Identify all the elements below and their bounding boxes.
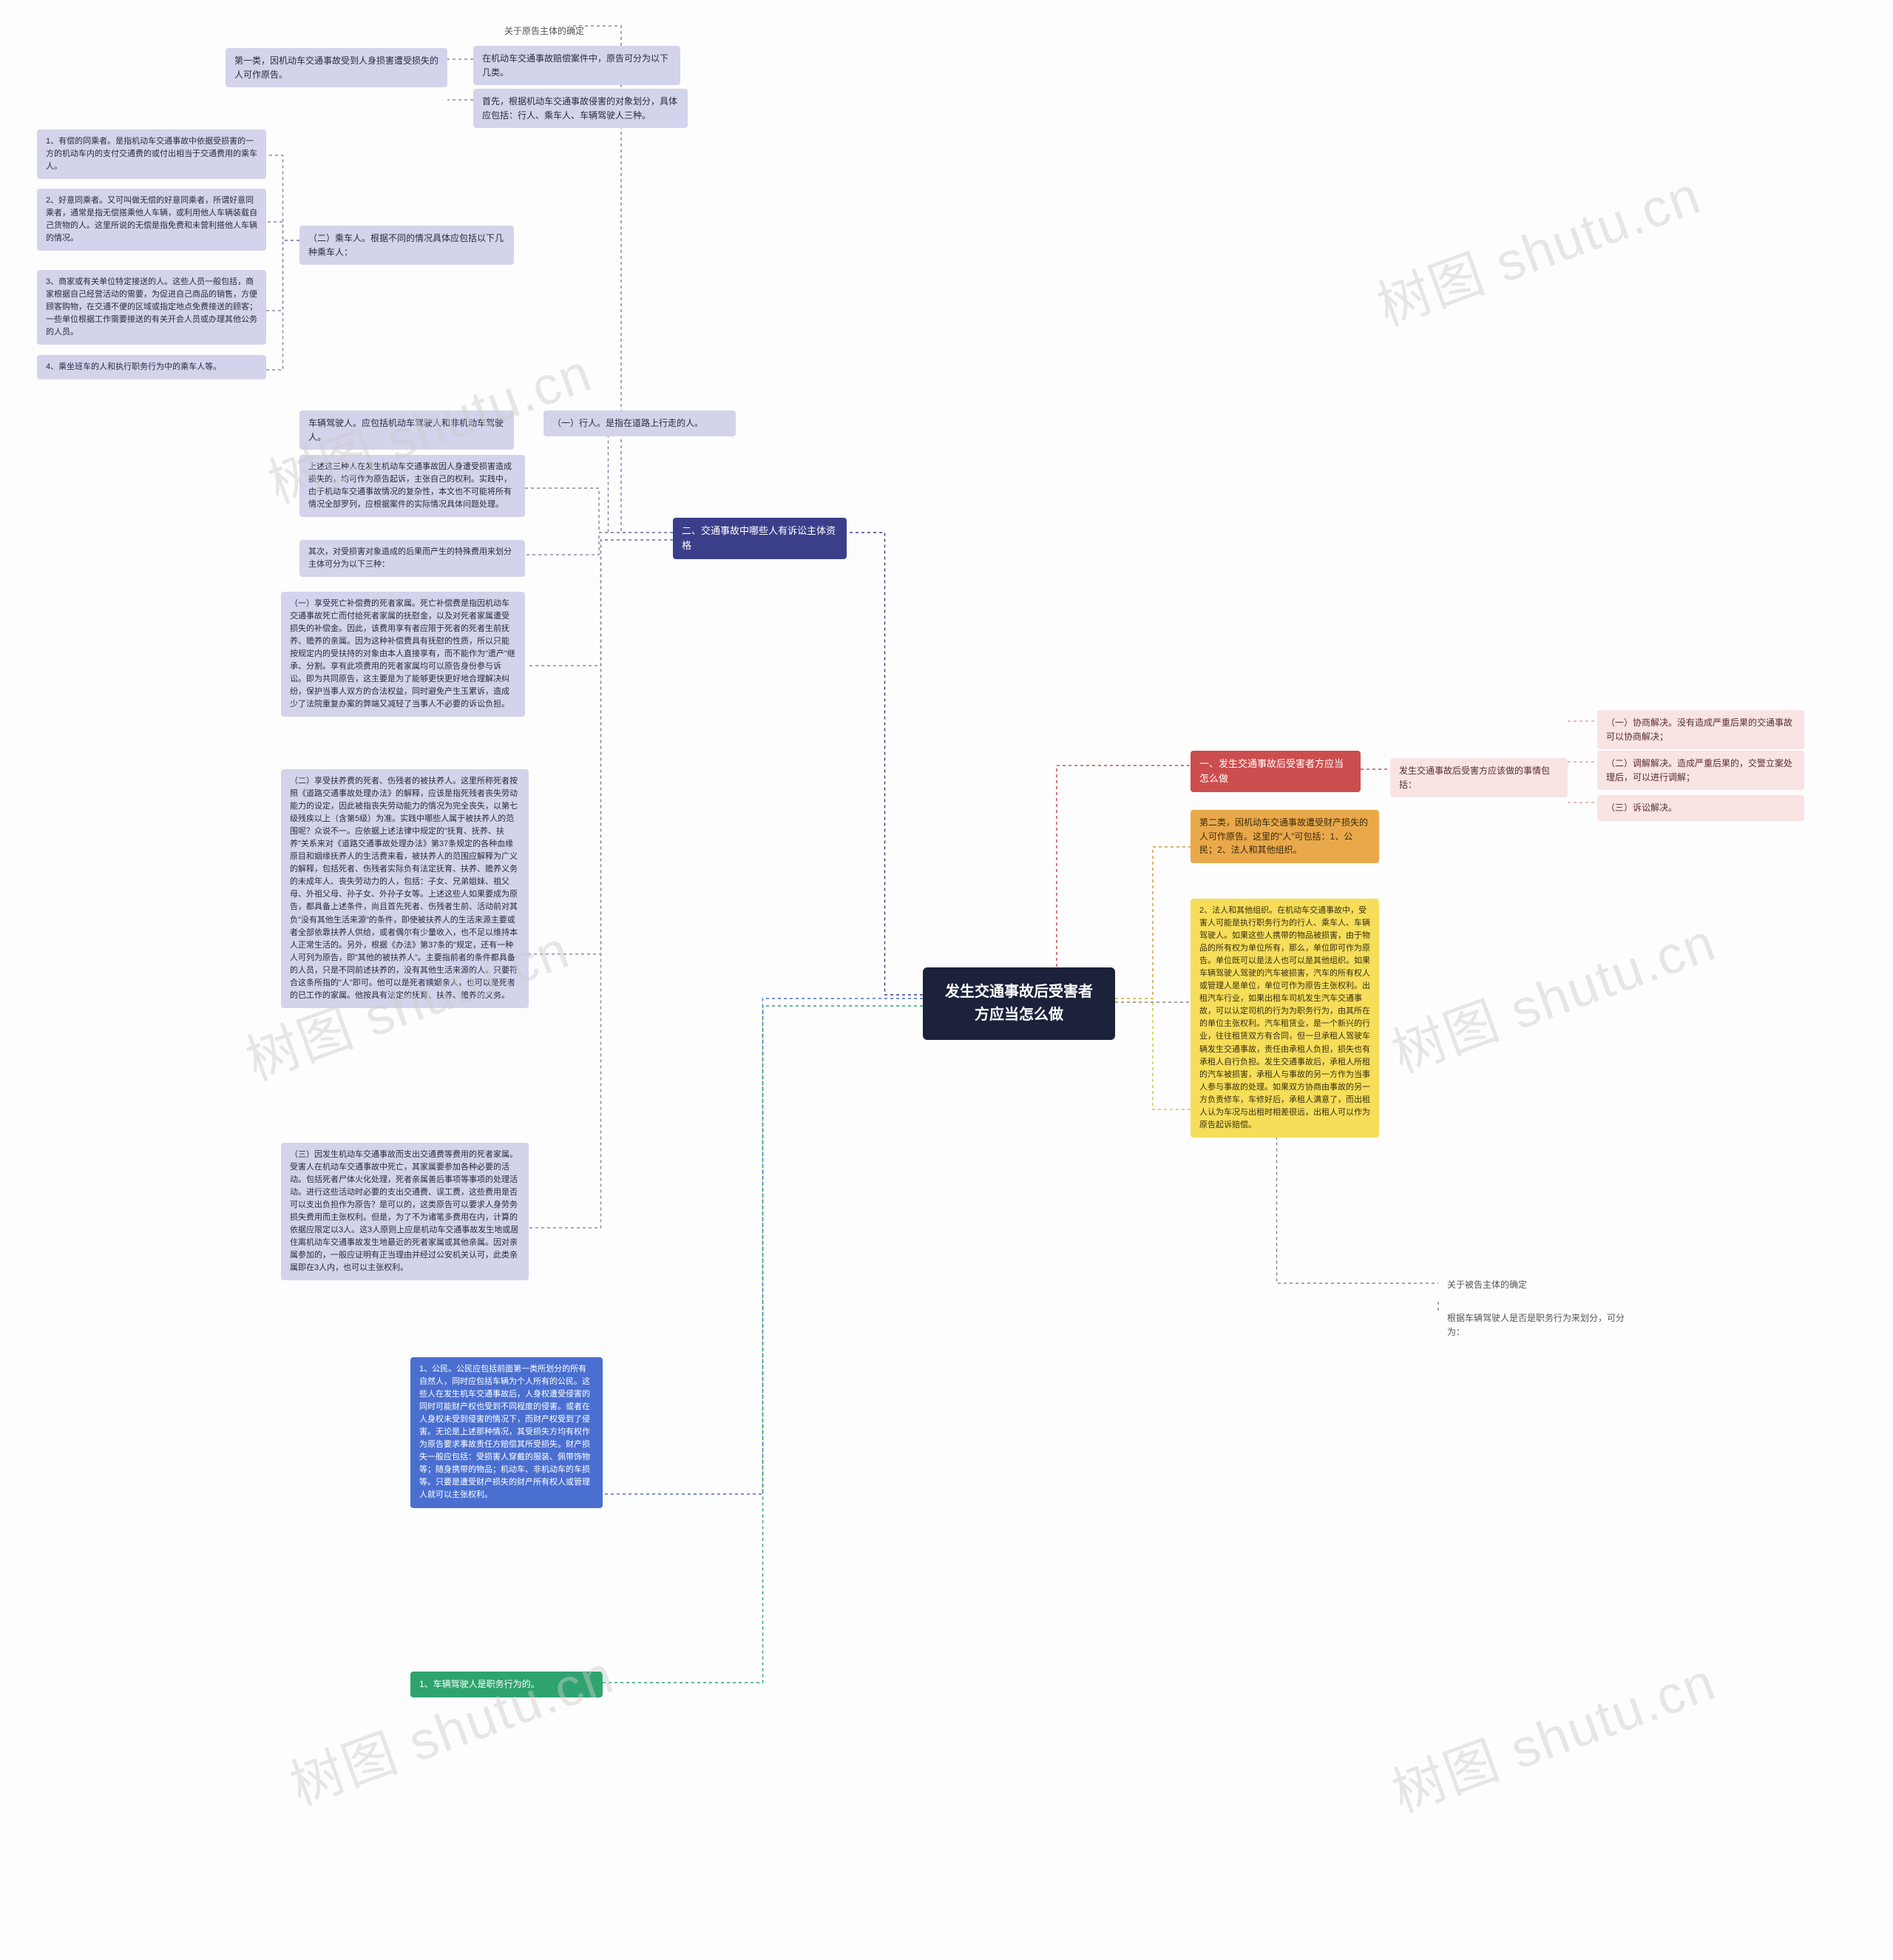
left-green-block: 1、车辆驾驶人是职务行为的。	[410, 1672, 603, 1697]
l1-sib-1: 首先，根据机动车交通事故侵害的对象划分，具体应包括：行人、乘车人、车辆驾驶人三种…	[473, 89, 688, 128]
l2-item-1: 2、好意同乘者。又可叫做无偿的好意同乘者，所谓好意同乘者，通常是指无偿搭乘他人车…	[37, 189, 266, 251]
branch-r1-sub: 发生交通事故后受害方应该做的事情包括：	[1390, 758, 1568, 797]
r1-leaf-1: （二）调解解决。造成严重后果的，交警立案处理后，可以进行调解；	[1597, 751, 1804, 790]
r1-leaf-0: （一）协商解决。没有造成严重后果的交通事故可以协商解决；	[1597, 710, 1804, 749]
watermark-3: 树图 shutu.cn	[1380, 899, 1724, 1087]
watermark-4: 树图 shutu.cn	[278, 1631, 623, 1819]
l4-item-0: 上述这三种人在发生机动车交通事故因人身遭受损害造成损失的，均可作为原告起诉，主张…	[299, 455, 525, 517]
branch-r2: 第二类，因机动车交通事故遭受财产损失的人可作原告。这里的"人"可包括：1、公民；…	[1191, 810, 1379, 863]
r1-leaf-2: （三）诉讼解决。	[1597, 795, 1804, 821]
l3-item-1: （一）行人。是指在道路上行走的人。	[543, 410, 736, 436]
watermark-5: 树图 shutu.cn	[1380, 1638, 1724, 1827]
l1-sib-0: 在机动车交通事故赔偿案件中，原告可分为以下几类。	[473, 46, 680, 85]
l2-item-2: 3、商家或有关单位特定接送的人。这些人员一般包括，商家根据自己经营活动的需要，为…	[37, 270, 266, 345]
branch-r1: 一、发生交通事故后受害者方应当怎么做	[1191, 751, 1361, 792]
branch-r3: 2、法人和其他组织。在机动车交通事故中，受害人可能是执行职务行为的行人、乘车人、…	[1191, 899, 1379, 1138]
l2-item-3: 4、乘坐班车的人和执行职务行为中的乘车人等。	[37, 355, 266, 379]
l3-item-0: 车辆驾驶人。应包括机动车驾驶人和非机动车驾驶人。	[299, 410, 514, 450]
branch-r4-title: 关于被告主体的确定	[1438, 1272, 1586, 1298]
l2-item-0: 1、有偿的同乘者。是指机动车交通事故中依据受损害的一方的机动车内的支付交通费的或…	[37, 129, 266, 179]
watermark-1: 树图 shutu.cn	[1365, 152, 1710, 340]
left-top-plain: 关于原告主体的确定	[495, 18, 643, 44]
branch-navy: 二、交通事故中哪些人有诉讼主体资格	[673, 518, 847, 559]
l4-item-1: 其次，对受损害对象造成的后果而产生的特殊费用来划分主体可分为以下三种：	[299, 540, 525, 577]
big-block-2: （三）因发生机动车交通事故而支出交通费等费用的死者家属。受害人在机动车交通事故中…	[281, 1143, 529, 1280]
left-l2-header: （二）乘车人。根据不同的情况具体应包括以下几种乘车人：	[299, 226, 514, 265]
root-node: 发生交通事故后受害者方应当怎么做	[923, 967, 1115, 1040]
left-l1: 第一类，因机动车交通事故受到人身损害遭受损失的人可作原告。	[226, 48, 447, 87]
left-blue-block: 1、公民。公民应包括前面第一类所划分的所有自然人，同时应包括车辆为个人所有的公民…	[410, 1357, 603, 1508]
branch-r4-sub: 根据车辆驾驶人是否是职务行为来划分，可分为：	[1438, 1305, 1645, 1345]
big-block-1: （二）享受扶养费的死者、伤残者的被扶养人。这里所称死者按照《道路交通事故处理办法…	[281, 769, 529, 1008]
big-block-0: （一）享受死亡补偿费的死者家属。死亡补偿费是指因机动车交通事故死亡而付给死者家属…	[281, 592, 525, 717]
